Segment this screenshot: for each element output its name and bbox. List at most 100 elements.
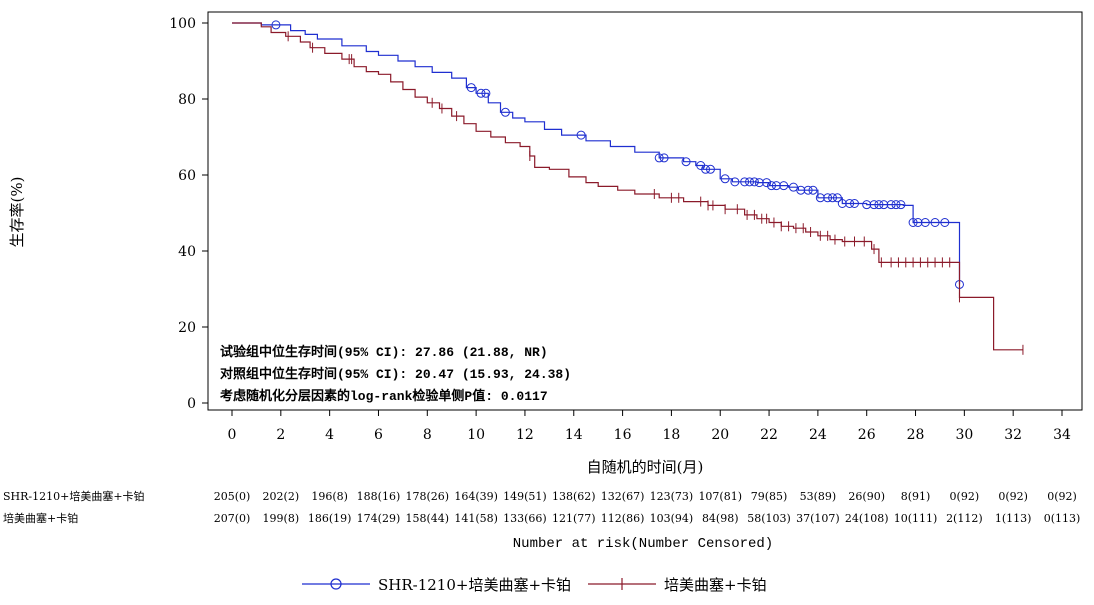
censor-mark-experimental: [767, 181, 776, 191]
legend-circle-marker: [330, 578, 342, 590]
censor-mark-experimental: [730, 177, 740, 187]
censor-mark-experimental: [720, 174, 730, 184]
censor-mark-experimental: [879, 200, 889, 210]
risk-value-experimental: 79(85): [751, 490, 788, 503]
risk-value-control: 141(58): [454, 512, 498, 525]
x-tick-label: 0: [228, 427, 237, 443]
risk-value-experimental: 26(90): [848, 490, 885, 503]
censor-mark-experimental: [740, 177, 750, 187]
risk-value-experimental: 205(0): [214, 490, 251, 503]
annotation-logrank-p: 考虑随机化分层因素的log-rank检验单侧P值: 0.0117: [220, 388, 548, 404]
risk-value-experimental: 164(39): [454, 490, 498, 503]
censor-mark-experimental: [659, 153, 669, 163]
risk-value-experimental: 178(26): [406, 490, 450, 503]
y-axis-label: 生存率(%): [8, 177, 26, 248]
censor-mark-experimental: [874, 200, 884, 210]
risk-value-control: 0(113): [1044, 512, 1081, 525]
censor-mark-experimental: [576, 130, 586, 140]
y-tick-label: 60: [178, 168, 196, 184]
legend-label-experimental: SHR-1210+培美曲塞+卡铂: [378, 576, 571, 594]
censor-mark-experimental: [754, 178, 764, 188]
x-axis-label: 自随机的时间(月): [587, 458, 704, 476]
x-tick-label: 22: [760, 427, 778, 443]
annotation-median-control: 对照组中位生存时间(95% CI): 20.47 (15.93, 24.38): [220, 366, 571, 382]
risk-value-experimental: 0(92): [950, 490, 980, 503]
censor-mark-experimental: [837, 199, 847, 208]
censor-mark-experimental: [930, 218, 940, 227]
censor-mark-experimental: [828, 193, 838, 203]
legend-label-control: 培美曲塞+卡铂: [664, 576, 767, 594]
censor-mark-experimental: [271, 20, 281, 30]
risk-table-title: Number at risk(Number Censored): [513, 536, 773, 552]
risk-table: SHR-1210+培美曲塞+卡铂 培美曲塞+卡铂 Number at risk(…: [3, 489, 1080, 552]
censor-mark-experimental: [803, 185, 813, 195]
risk-value-control: 10(111): [894, 512, 938, 525]
x-tick-label: 32: [1004, 427, 1022, 443]
risk-value-control: 133(66): [503, 512, 547, 525]
risk-value-control: 199(8): [263, 512, 300, 525]
risk-value-experimental: 0(92): [1047, 490, 1077, 503]
censor-mark-experimental: [701, 164, 711, 174]
risk-value-control: 186(19): [308, 512, 352, 525]
censor-mark-experimental: [815, 193, 825, 203]
x-tick-label: 12: [516, 427, 534, 443]
risk-value-control: 121(77): [552, 512, 596, 525]
censor-mark-experimental: [476, 88, 486, 98]
censor-mark-experimental: [500, 107, 510, 117]
y-tick-label: 100: [169, 16, 196, 32]
risk-value-control: 2(112): [946, 512, 983, 525]
series-line-control: [232, 22, 1023, 351]
risk-value-control: 207(0): [214, 512, 251, 525]
risk-value-control: 37(107): [796, 512, 840, 525]
censor-mark-experimental: [466, 83, 476, 93]
annotation-median-experimental: 试验组中位生存时间(95% CI): 27.86 (21.88, NR): [220, 344, 548, 360]
censor-mark-experimental: [788, 182, 798, 192]
x-tick-label: 4: [325, 427, 334, 443]
risk-value-experimental: 0(92): [998, 490, 1028, 503]
censor-mark-experimental: [745, 177, 755, 187]
y-tick-label: 40: [178, 244, 196, 260]
risk-value-control: 84(98): [702, 512, 739, 525]
x-tick-label: 16: [614, 427, 632, 443]
risk-value-control: 174(29): [357, 512, 401, 525]
x-tick-label: 20: [711, 427, 729, 443]
censor-mark-experimental: [891, 200, 901, 210]
x-tick-label: 10: [467, 427, 485, 443]
series-line-experimental: [232, 22, 961, 285]
risk-value-experimental: 107(81): [698, 490, 742, 503]
x-tick-label: 6: [374, 427, 383, 443]
censor-mark-experimental: [913, 218, 923, 227]
x-tick-label: 26: [858, 427, 876, 443]
x-tick-label: 14: [565, 427, 583, 443]
risk-value-experimental: 149(51): [503, 490, 547, 503]
censor-mark-experimental: [940, 218, 950, 227]
risk-value-control: 103(94): [650, 512, 694, 525]
x-tick-label: 18: [662, 427, 680, 443]
censor-mark-experimental: [749, 177, 759, 187]
censor-mark-experimental: [845, 199, 855, 208]
x-tick-label: 28: [907, 427, 925, 443]
risk-value-experimental: 53(89): [800, 490, 837, 503]
y-tick-label: 0: [187, 396, 196, 412]
censor-mark-experimental: [796, 185, 806, 195]
censor-mark-experimental: [705, 164, 715, 174]
survival-curves: [232, 20, 1024, 355]
risk-label-control: 培美曲塞+卡铂: [3, 511, 78, 525]
risk-value-experimental: 8(91): [901, 490, 931, 503]
censor-mark-experimental: [654, 153, 664, 163]
x-tick-label: 30: [955, 427, 973, 443]
x-tick-label: 8: [423, 427, 432, 443]
annotations: 试验组中位生存时间(95% CI): 27.86 (21.88, NR) 对照组…: [220, 344, 571, 404]
legend: SHR-1210+培美曲塞+卡铂 培美曲塞+卡铂: [302, 576, 767, 594]
censor-mark-experimental: [850, 199, 859, 208]
risk-value-experimental: 132(67): [601, 490, 645, 503]
censor-mark-experimental: [832, 193, 842, 203]
risk-value-control: 112(86): [601, 512, 645, 525]
censor-mark-experimental: [908, 218, 918, 227]
plot-frame: [207, 11, 1083, 411]
censor-mark-experimental: [771, 181, 781, 191]
censor-mark-experimental: [896, 200, 906, 210]
censor-mark-experimental: [762, 178, 772, 188]
risk-value-control: 1(113): [995, 512, 1032, 525]
risk-value-control: 58(103): [747, 512, 791, 525]
